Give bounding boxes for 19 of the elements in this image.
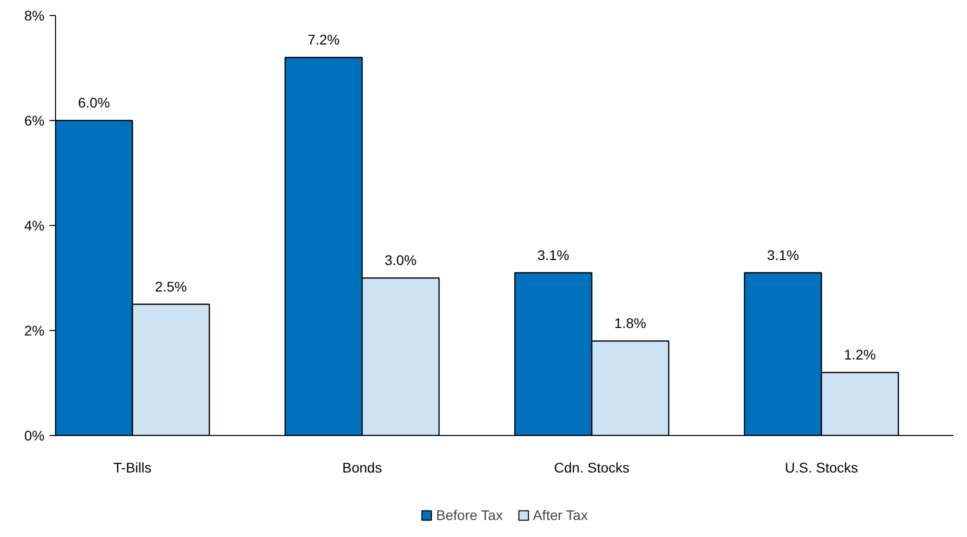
- data-label: 6.0%: [78, 94, 110, 110]
- y-tick-label: 4%: [24, 218, 44, 234]
- data-label: 2.5%: [154, 278, 187, 294]
- data-label: 1.2%: [844, 346, 876, 362]
- y-tick-label: 2%: [24, 322, 44, 338]
- legend-label: After Tax: [532, 507, 588, 523]
- data-label: 3.0%: [384, 252, 417, 268]
- y-tick-label: 0%: [24, 428, 44, 444]
- x-tick-label: Bonds: [342, 460, 382, 476]
- data-label: 7.2%: [308, 32, 340, 48]
- y-tick-label: 8%: [24, 8, 44, 24]
- x-tick-label: U.S. Stocks: [784, 460, 858, 476]
- data-label: 3.1%: [537, 246, 570, 263]
- x-tick-label: Cdn. Stocks: [554, 460, 630, 476]
- legend-label: Before Tax: [436, 507, 503, 523]
- y-tick-label: 6%: [24, 112, 44, 128]
- data-label: 3.1%: [767, 246, 799, 263]
- x-tick-label: T-Bills: [113, 460, 152, 476]
- data-label: 1.8%: [614, 315, 646, 331]
